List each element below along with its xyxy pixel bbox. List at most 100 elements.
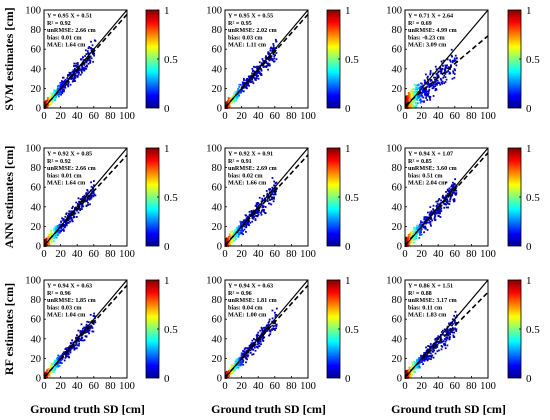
density-point	[249, 213, 251, 216]
density-point	[235, 233, 238, 236]
density-point	[52, 363, 54, 365]
density-point	[258, 345, 260, 348]
density-point	[439, 67, 442, 70]
density-point	[412, 239, 415, 241]
density-point	[453, 57, 456, 60]
density-point	[448, 72, 451, 75]
density-point	[425, 357, 427, 359]
density-point	[60, 229, 62, 232]
density-point	[405, 99, 408, 102]
density-point	[274, 329, 276, 331]
colorbar-tick-label: 0.5	[526, 54, 540, 66]
density-point	[438, 209, 441, 212]
density-point	[61, 82, 64, 85]
density-point	[435, 82, 438, 85]
density-point	[234, 230, 237, 233]
density-point	[413, 99, 416, 102]
density-point	[441, 329, 444, 332]
density-point	[436, 344, 439, 346]
density-point	[436, 83, 438, 86]
density-point	[420, 228, 423, 231]
density-point	[240, 360, 243, 363]
density-point	[59, 355, 61, 358]
colorbar-tick-label: 0	[345, 241, 351, 253]
density-point	[54, 225, 57, 228]
stats-equation: Y = 0.94 X + 0.63	[228, 283, 273, 290]
density-point	[406, 369, 409, 372]
density-point	[256, 71, 259, 74]
density-point	[257, 213, 260, 216]
density-point	[452, 334, 455, 337]
density-point	[238, 225, 240, 228]
density-point	[453, 76, 456, 79]
density-point	[439, 83, 442, 86]
density-point	[243, 348, 246, 351]
density-point	[435, 79, 438, 82]
density-point	[66, 353, 69, 356]
stats-equation: Y = 0.94 X + 1.07	[408, 151, 453, 158]
density-point	[448, 323, 451, 326]
density-point	[430, 78, 432, 81]
density-point	[89, 203, 91, 206]
density-point	[234, 229, 236, 232]
density-point	[231, 364, 234, 367]
density-point	[434, 78, 436, 81]
density-point	[79, 338, 82, 341]
density-point	[437, 342, 440, 345]
density-point	[271, 57, 273, 60]
density-point	[447, 202, 449, 205]
density-point	[265, 57, 268, 60]
density-point	[84, 49, 87, 52]
density-point	[411, 88, 414, 91]
y-tick-label: 20	[31, 354, 42, 365]
y-tick-label: 0	[397, 242, 402, 253]
density-point	[271, 186, 274, 189]
density-point	[93, 54, 95, 57]
density-point	[259, 340, 262, 343]
density-point	[66, 77, 69, 79]
density-point	[85, 329, 88, 332]
density-point	[263, 328, 266, 331]
density-point	[65, 348, 68, 351]
x-tick-label: 0	[41, 111, 46, 122]
density-point	[85, 64, 88, 67]
density-point	[71, 218, 73, 221]
density-point	[425, 346, 428, 349]
plot-frame	[404, 9, 489, 109]
density-point	[413, 83, 416, 86]
density-point	[59, 90, 62, 92]
density-point	[444, 64, 447, 67]
density-point	[235, 358, 238, 361]
density-point	[424, 222, 426, 225]
density-point	[453, 314, 456, 317]
density-point	[227, 238, 230, 241]
colorbar-tick-label: 1	[526, 5, 532, 17]
density-point	[77, 69, 79, 72]
density-point	[61, 76, 64, 79]
density-point	[238, 233, 240, 236]
density-point	[408, 104, 411, 106]
density-point	[409, 373, 412, 376]
density-point	[436, 200, 439, 203]
density-point	[46, 99, 49, 102]
density-point	[447, 332, 450, 335]
stats-bias: bias: 0.02 cm	[228, 172, 263, 179]
density-point	[414, 88, 417, 91]
density-point	[53, 359, 56, 362]
density-point	[47, 244, 50, 246]
density-point	[93, 52, 96, 55]
density-point	[254, 74, 257, 77]
density-point	[92, 192, 95, 195]
density-point	[416, 88, 419, 91]
density-point	[59, 224, 62, 227]
density-point	[61, 92, 64, 95]
x-tick-label: 40	[72, 249, 83, 260]
y-tick-label: 40	[31, 334, 42, 345]
density-point	[245, 361, 247, 364]
density-point	[247, 354, 250, 357]
density-point	[72, 216, 75, 219]
density-point	[84, 331, 87, 334]
y-tick-label: 100	[386, 6, 402, 17]
density-point	[241, 221, 243, 223]
